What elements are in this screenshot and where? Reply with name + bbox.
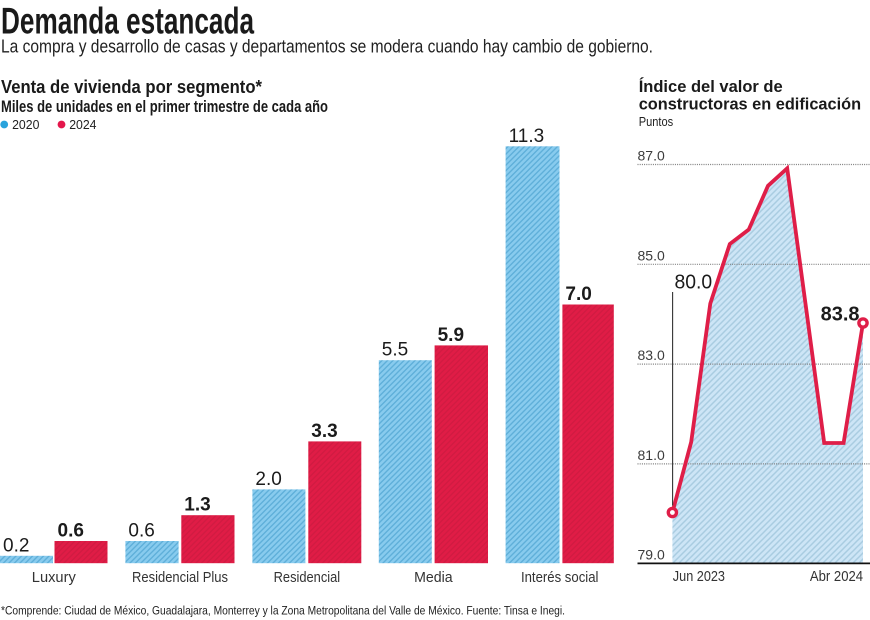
- svg-text:87.0: 87.0: [638, 148, 665, 164]
- svg-text:Interés social: Interés social: [521, 569, 599, 586]
- svg-text:Índice del valor de: Índice del valor de: [639, 77, 783, 96]
- svg-text:Miles de unidades en el primer: Miles de unidades en el primer trimestre…: [1, 98, 328, 116]
- svg-text:2020: 2020: [12, 117, 39, 132]
- svg-text:1.3: 1.3: [184, 495, 210, 516]
- svg-text:*Comprende: Ciudad de México,: *Comprende: Ciudad de México, Guadalajar…: [1, 604, 565, 618]
- svg-text:Abr 2024: Abr 2024: [810, 568, 863, 585]
- svg-text:La compra y desarrollo de casa: La compra y desarrollo de casas y depart…: [1, 36, 653, 56]
- svg-text:0.6: 0.6: [128, 521, 154, 542]
- svg-text:Puntos: Puntos: [639, 115, 674, 129]
- svg-text:Residencial Plus: Residencial Plus: [132, 569, 228, 586]
- svg-text:83.8: 83.8: [821, 303, 860, 325]
- svg-text:80.0: 80.0: [675, 272, 713, 294]
- svg-text:5.5: 5.5: [382, 340, 408, 361]
- svg-text:Demanda estancada: Demanda estancada: [1, 1, 254, 42]
- svg-text:Jun 2023: Jun 2023: [673, 568, 725, 585]
- svg-text:11.3: 11.3: [509, 126, 545, 147]
- svg-text:Media: Media: [414, 569, 453, 586]
- svg-text:constructoras en edificación: constructoras en edificación: [639, 96, 861, 114]
- svg-text:Residencial: Residencial: [274, 569, 341, 586]
- svg-text:Luxury: Luxury: [32, 569, 76, 586]
- svg-text:0.6: 0.6: [58, 521, 84, 542]
- svg-text:0.2: 0.2: [3, 535, 29, 556]
- svg-text:5.9: 5.9: [438, 325, 464, 346]
- svg-text:7.0: 7.0: [565, 284, 591, 305]
- svg-text:3.3: 3.3: [311, 421, 337, 442]
- svg-text:85.0: 85.0: [638, 247, 665, 263]
- svg-text:2024: 2024: [69, 117, 96, 132]
- svg-text:Venta de vivienda por segmento: Venta de vivienda por segmento*: [1, 76, 263, 97]
- svg-text:81.0: 81.0: [638, 447, 665, 463]
- svg-text:2.0: 2.0: [255, 469, 281, 490]
- svg-text:83.0: 83.0: [638, 347, 665, 363]
- svg-text:79.0: 79.0: [638, 547, 665, 563]
